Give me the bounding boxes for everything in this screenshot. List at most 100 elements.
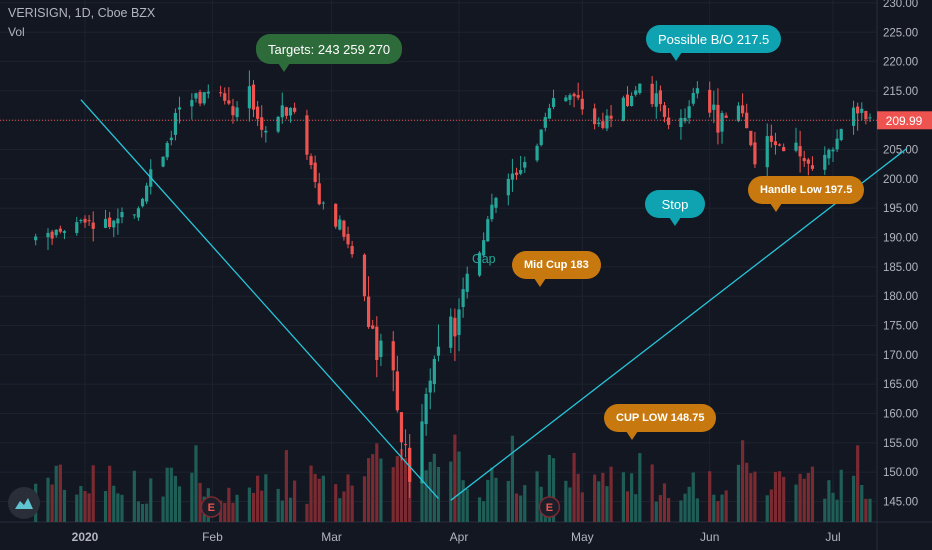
- candle-body: [625, 94, 630, 106]
- volume-bar: [523, 485, 527, 522]
- candle-body: [436, 346, 441, 356]
- volume-bar: [798, 473, 802, 522]
- candle-body: [391, 341, 395, 371]
- candle-body: [453, 317, 457, 337]
- candle-body: [334, 203, 338, 227]
- candle-body: [477, 252, 482, 276]
- volume-bar: [342, 491, 346, 522]
- volume-bar: [630, 473, 634, 522]
- candle-body: [399, 412, 404, 443]
- volume-bar: [769, 489, 773, 522]
- candle-body: [749, 130, 753, 146]
- candle-body: [634, 90, 638, 95]
- volume-bar: [506, 480, 510, 522]
- volume-bar: [773, 471, 778, 522]
- candle-body: [736, 105, 741, 122]
- cup-low-callout-text: CUP LOW 148.75: [616, 412, 705, 424]
- candle-body: [140, 198, 145, 207]
- y-tick-label: 165.00: [883, 379, 918, 391]
- volume-bar: [782, 476, 786, 522]
- volume-bar: [453, 434, 457, 522]
- volume-bar: [379, 458, 383, 522]
- candle-body: [309, 156, 313, 165]
- y-tick-label: 150.00: [883, 467, 918, 479]
- volume-bar: [823, 498, 827, 522]
- candle-body: [362, 254, 367, 297]
- candle-body: [165, 142, 169, 158]
- candle-body: [568, 95, 572, 100]
- candle-body: [806, 159, 810, 164]
- candle-body: [794, 142, 798, 151]
- volume-bar: [461, 480, 465, 522]
- volume-bar: [712, 494, 716, 522]
- volume-bar: [260, 490, 264, 522]
- volume-bar: [695, 498, 699, 522]
- candle-body: [428, 380, 432, 393]
- candle-body: [375, 326, 379, 361]
- candle-body: [461, 289, 465, 308]
- volume-bar: [740, 440, 745, 522]
- volume-bar: [831, 492, 835, 522]
- volume-bar: [293, 480, 297, 522]
- volume-bar: [851, 475, 856, 522]
- candle-body: [769, 135, 773, 142]
- candle-body: [720, 113, 724, 132]
- volume-bar: [108, 465, 112, 522]
- volume-bar: [362, 476, 367, 522]
- volume-bar: [510, 435, 515, 522]
- volume-bar: [247, 487, 251, 522]
- volume-bar: [313, 473, 317, 522]
- volume-bar: [667, 498, 671, 522]
- volume-bar: [46, 477, 50, 522]
- candle-body: [798, 146, 802, 157]
- candle-body: [395, 371, 399, 411]
- candle-body: [638, 83, 642, 93]
- y-tick-label: 190.00: [883, 233, 918, 245]
- volume-bar: [810, 466, 815, 522]
- candle-body: [169, 137, 173, 141]
- volume-bar: [371, 454, 375, 522]
- volume-bar: [745, 462, 749, 522]
- candle-body: [765, 136, 769, 168]
- candle-body: [482, 240, 486, 256]
- candle-body: [108, 217, 112, 227]
- volume-bar: [75, 494, 79, 522]
- volume-bar: [264, 474, 268, 522]
- candle-body: [827, 149, 831, 159]
- candle-body: [740, 105, 745, 114]
- volume-bar: [284, 450, 288, 522]
- volume-bar: [736, 464, 741, 522]
- volume-bar: [256, 475, 260, 522]
- volume-bar: [535, 471, 539, 522]
- candle-body: [87, 220, 91, 222]
- candle-body: [535, 145, 539, 161]
- x-tick-label: Jul: [825, 530, 840, 544]
- volume-bar: [177, 486, 182, 522]
- volume-bar: [54, 465, 58, 522]
- volume-bar: [482, 501, 486, 522]
- candle-body: [851, 107, 856, 126]
- candle-body: [486, 219, 490, 242]
- candle-body: [260, 117, 264, 130]
- candle-body: [683, 117, 687, 122]
- volume-bar: [103, 491, 108, 522]
- volume-bar: [132, 470, 136, 522]
- candle-body: [75, 222, 79, 233]
- candle-body: [514, 172, 519, 175]
- candle-body: [572, 93, 576, 97]
- candle-body: [802, 158, 806, 162]
- last-price-label: 209.99: [886, 114, 923, 128]
- volume-bar: [634, 494, 638, 522]
- candle-body: [202, 92, 206, 104]
- candle-body: [523, 161, 527, 168]
- candle-body: [420, 421, 424, 484]
- candle-body: [62, 231, 67, 233]
- candle-body: [408, 447, 412, 482]
- volume-bar: [235, 494, 239, 522]
- candle-body: [305, 115, 309, 155]
- handle-low-callout-text: Handle Low 197.5: [760, 184, 853, 196]
- volume-bar: [169, 467, 173, 522]
- candle-body: [58, 228, 62, 232]
- tradingview-logo-icon[interactable]: [8, 487, 40, 519]
